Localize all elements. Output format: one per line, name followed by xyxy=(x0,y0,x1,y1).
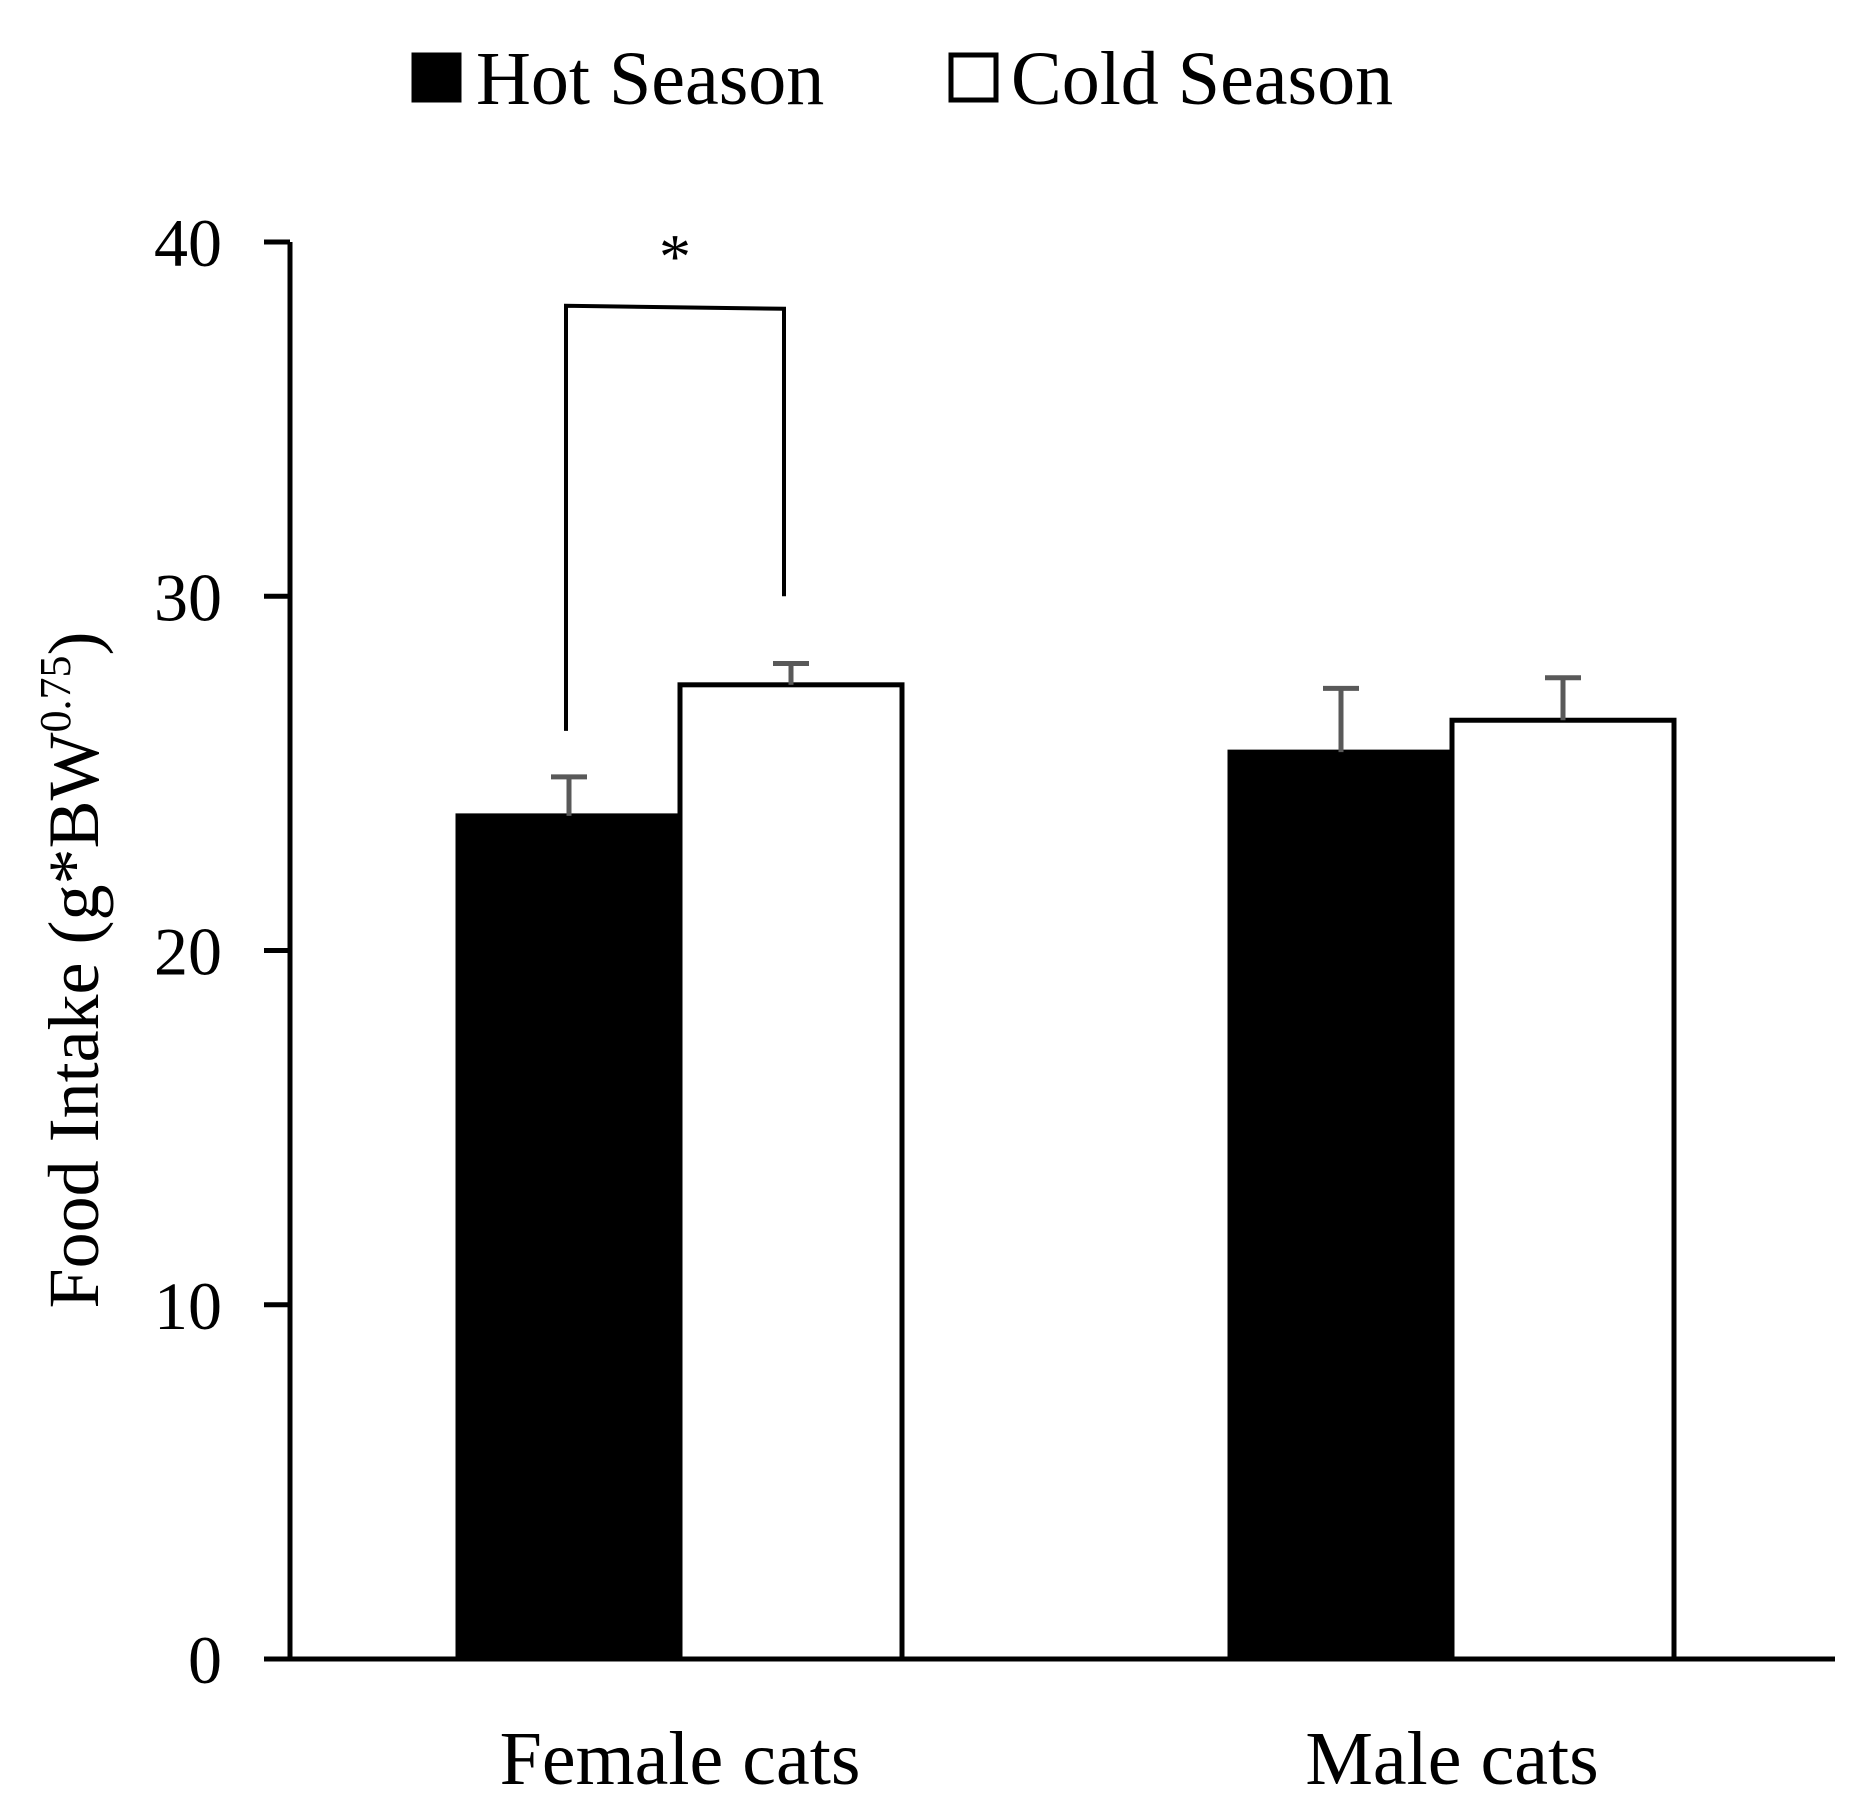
significance-bracket xyxy=(564,303,786,731)
y-tick-label: 10 xyxy=(154,1268,222,1344)
bars xyxy=(455,682,1677,1662)
legend: Hot Season Cold Season xyxy=(411,37,1393,121)
y-tick-label: 40 xyxy=(154,205,222,281)
x-tick-label-male-cats: Male cats xyxy=(1305,1717,1598,1801)
axes xyxy=(264,242,1835,1662)
y-tick-label: 20 xyxy=(154,914,222,990)
legend-swatch-hot-season xyxy=(411,52,462,103)
y-tick-label: 30 xyxy=(154,559,222,635)
significance-annotations: * xyxy=(564,221,786,731)
bar-hot-season-male-cats xyxy=(1227,749,1455,1662)
legend-label-cold-season: Cold Season xyxy=(1011,37,1393,121)
x-tick-label-female-cats: Female cats xyxy=(500,1717,861,1801)
x-axis-categories: Female cats Male cats xyxy=(500,1717,1599,1801)
bar-cold-season-male-cats xyxy=(1449,717,1677,1662)
y-axis-label: Food Intake (g*BW0.75) xyxy=(31,632,114,1309)
error-bars xyxy=(551,661,1581,816)
legend-swatch-cold-season xyxy=(948,52,999,103)
legend-label-hot-season: Hot Season xyxy=(476,37,824,121)
significance-star: * xyxy=(659,221,691,292)
y-tick-label: 0 xyxy=(188,1622,222,1698)
bar-cold-season-female-cats xyxy=(677,682,905,1662)
y-axis-title: Food Intake (g*BW0.75) xyxy=(31,632,114,1309)
y-axis: 0 10 20 30 40 xyxy=(154,205,290,1698)
bar-hot-season-female-cats xyxy=(455,813,683,1662)
